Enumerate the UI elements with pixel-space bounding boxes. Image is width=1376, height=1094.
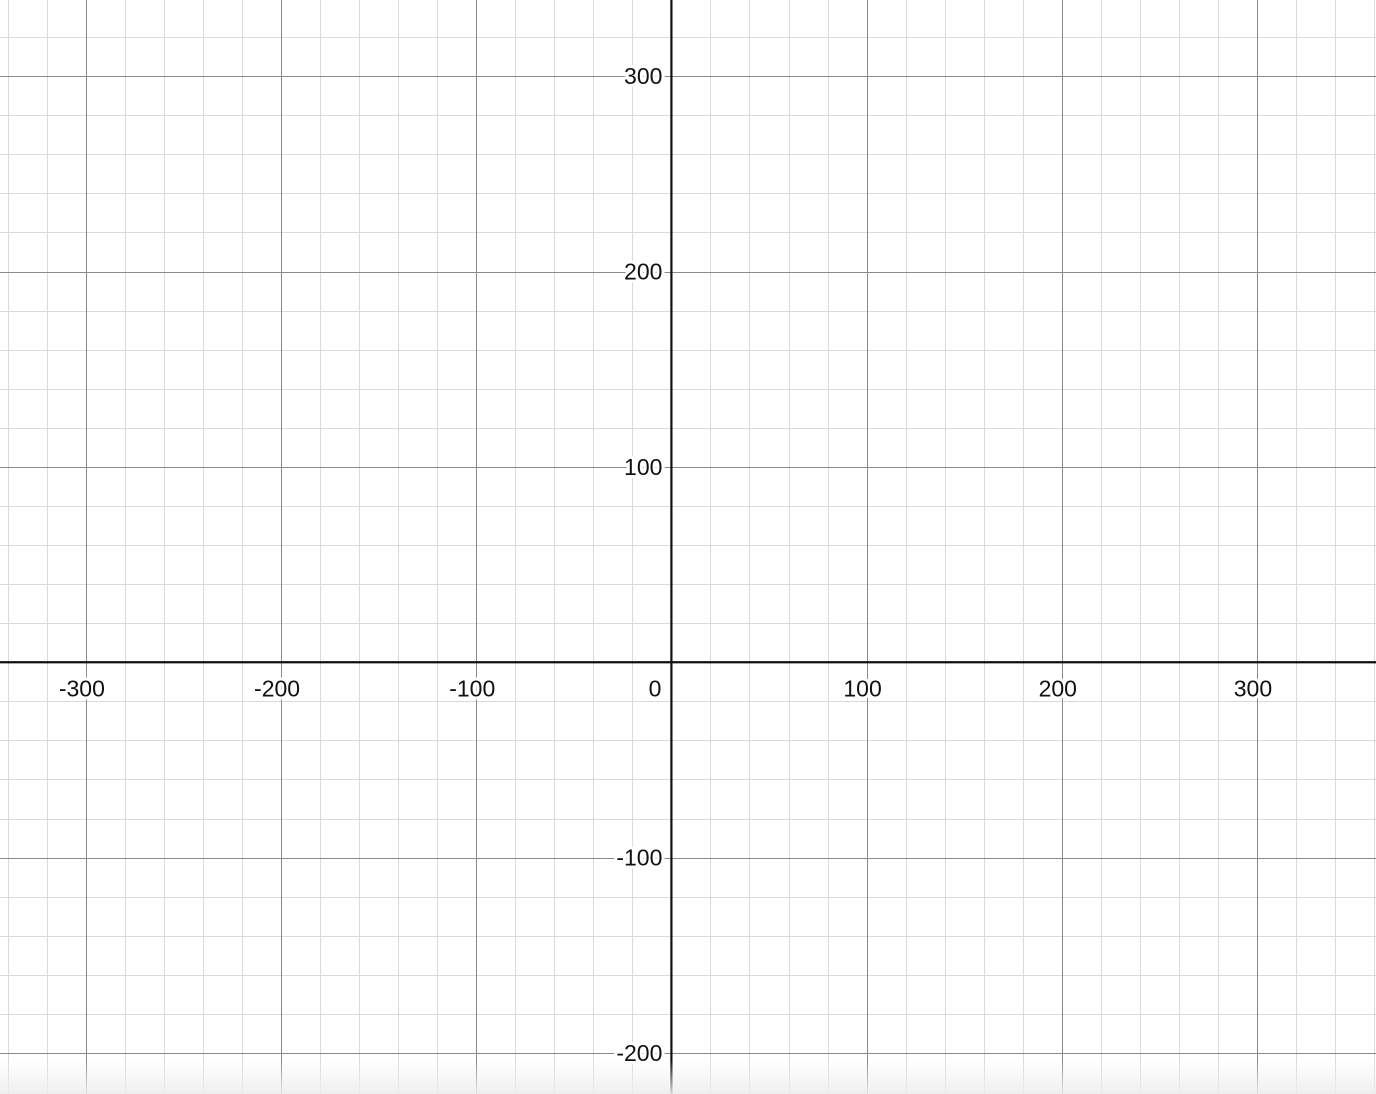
x-tick-labels: -300 -200 -100 100 200 300 bbox=[56, 672, 1275, 704]
y-tick-labels: 300 200 100 -100 -200 bbox=[613, 60, 665, 1069]
y-tick-label: 300 bbox=[624, 63, 662, 89]
x-tick-label: 100 bbox=[843, 675, 881, 701]
x-tick-label: -100 bbox=[449, 675, 495, 701]
y-tick-label: -200 bbox=[616, 1040, 662, 1066]
y-tick-label: 200 bbox=[624, 259, 662, 285]
x-tick-label: 300 bbox=[1234, 675, 1272, 701]
x-tick-label: 200 bbox=[1039, 675, 1077, 701]
origin-label: 0 bbox=[649, 675, 662, 701]
y-tick-label: 100 bbox=[624, 454, 662, 480]
x-tick-label: -300 bbox=[59, 675, 105, 701]
x-tick-label: -200 bbox=[254, 675, 300, 701]
y-tick-label: -100 bbox=[616, 845, 662, 871]
